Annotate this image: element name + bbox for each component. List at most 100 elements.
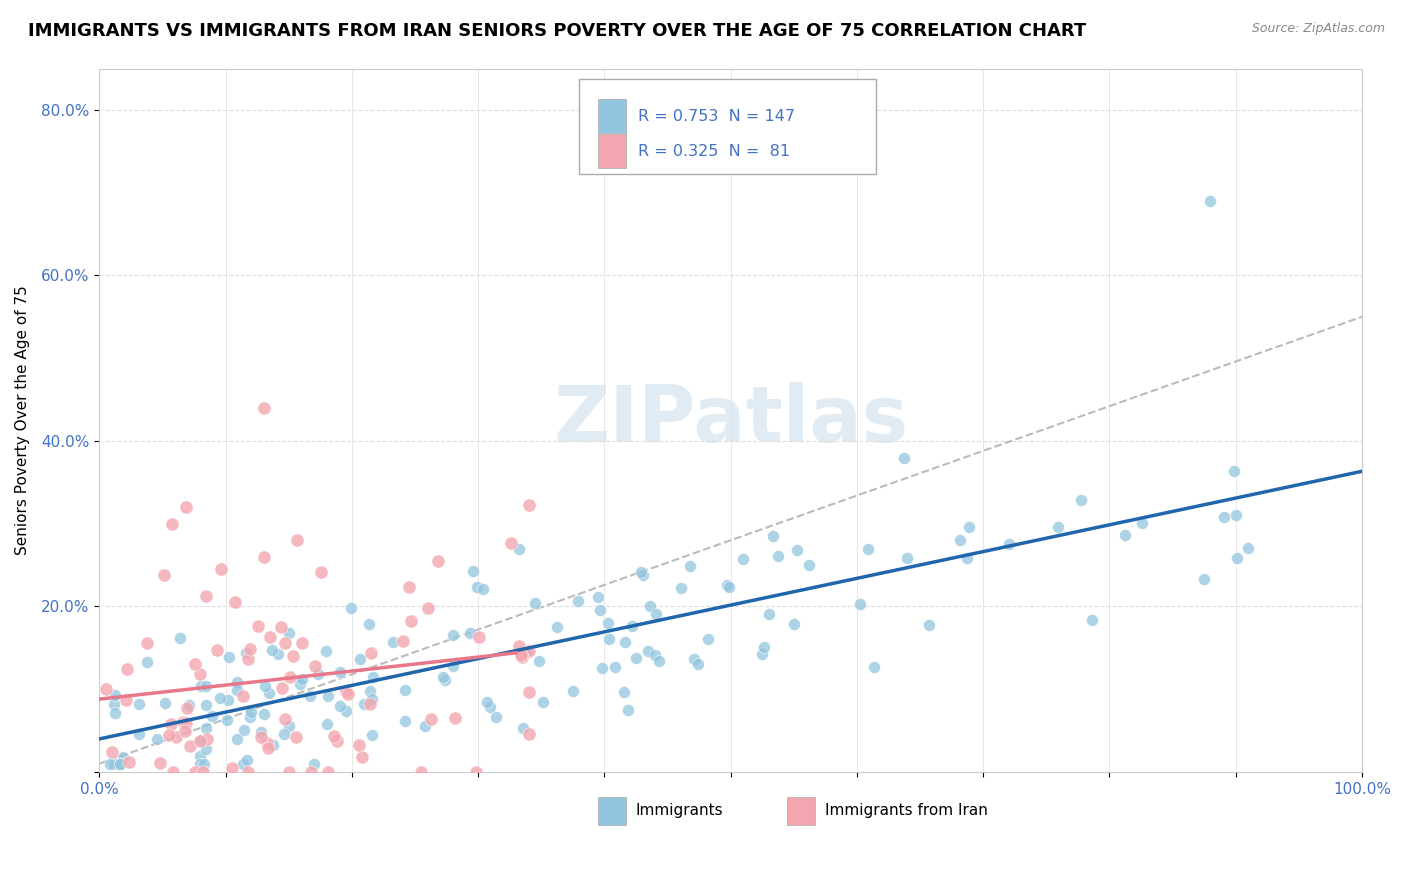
Point bbox=[352, 749, 374, 764]
Point bbox=[316, 716, 339, 731]
Point bbox=[444, 711, 467, 725]
Point bbox=[858, 542, 880, 557]
Point bbox=[285, 731, 308, 745]
Text: ZIPatlas: ZIPatlas bbox=[553, 383, 908, 458]
Point bbox=[510, 650, 533, 665]
Point bbox=[108, 756, 131, 771]
Point bbox=[246, 619, 269, 633]
Text: Immigrants: Immigrants bbox=[636, 803, 724, 818]
Point bbox=[329, 665, 352, 679]
Point bbox=[208, 691, 231, 706]
Point bbox=[253, 401, 276, 415]
Point bbox=[697, 632, 720, 646]
Point bbox=[153, 697, 176, 711]
FancyBboxPatch shape bbox=[598, 135, 626, 168]
Point bbox=[194, 721, 217, 735]
Point bbox=[353, 698, 375, 712]
Point bbox=[998, 537, 1021, 551]
Point bbox=[510, 648, 533, 662]
Point bbox=[733, 551, 755, 566]
Point bbox=[160, 516, 183, 531]
Point bbox=[135, 655, 157, 669]
Point bbox=[270, 620, 292, 634]
Point bbox=[361, 692, 384, 706]
Point bbox=[340, 601, 363, 615]
Point bbox=[273, 727, 295, 741]
Point bbox=[762, 529, 785, 543]
Point bbox=[501, 536, 523, 550]
Point bbox=[285, 533, 308, 548]
Point bbox=[256, 736, 278, 750]
Point bbox=[434, 673, 457, 687]
FancyBboxPatch shape bbox=[598, 797, 626, 825]
Point bbox=[188, 756, 211, 771]
Point bbox=[278, 626, 301, 640]
Point bbox=[517, 726, 540, 740]
Point bbox=[516, 644, 538, 658]
Point bbox=[291, 635, 314, 649]
Point bbox=[640, 599, 662, 614]
Point bbox=[254, 679, 277, 693]
Point bbox=[394, 714, 416, 729]
Point bbox=[240, 705, 263, 719]
Point bbox=[420, 712, 443, 726]
Point bbox=[896, 551, 918, 566]
Point bbox=[195, 732, 218, 747]
Point bbox=[1237, 541, 1260, 555]
Point bbox=[644, 648, 666, 663]
Point bbox=[603, 660, 626, 674]
Point bbox=[669, 582, 692, 596]
Point bbox=[631, 567, 654, 582]
Point bbox=[589, 603, 612, 617]
Point bbox=[316, 689, 339, 703]
Point bbox=[249, 730, 271, 744]
Point bbox=[508, 639, 530, 653]
Point bbox=[797, 558, 820, 573]
Point bbox=[688, 657, 710, 672]
Point bbox=[335, 704, 357, 718]
Point bbox=[562, 684, 585, 698]
Point bbox=[394, 683, 416, 698]
Point bbox=[232, 723, 254, 737]
Point bbox=[205, 643, 228, 657]
Point bbox=[392, 633, 415, 648]
Point bbox=[226, 674, 249, 689]
Point bbox=[98, 756, 121, 771]
Point bbox=[432, 670, 454, 684]
Point bbox=[249, 725, 271, 739]
Point bbox=[239, 710, 262, 724]
Point bbox=[567, 593, 589, 607]
Point bbox=[149, 756, 172, 771]
Point bbox=[751, 647, 773, 661]
Point bbox=[359, 616, 381, 631]
Point bbox=[160, 717, 183, 731]
Point bbox=[108, 756, 131, 771]
Point bbox=[1070, 493, 1092, 508]
Point bbox=[257, 686, 280, 700]
Point bbox=[458, 625, 481, 640]
Point bbox=[461, 564, 484, 578]
Point bbox=[190, 679, 212, 693]
Point bbox=[184, 657, 207, 671]
Point bbox=[94, 682, 117, 697]
Point bbox=[1226, 551, 1249, 566]
Point bbox=[179, 698, 201, 712]
Point bbox=[188, 733, 211, 747]
Point bbox=[256, 740, 278, 755]
Point bbox=[128, 697, 150, 711]
Point bbox=[307, 667, 329, 681]
Point bbox=[172, 715, 194, 730]
Point bbox=[274, 712, 297, 726]
Point bbox=[217, 693, 239, 707]
Point bbox=[260, 643, 283, 657]
Point bbox=[893, 451, 915, 466]
Point bbox=[517, 644, 540, 658]
Point bbox=[337, 688, 360, 702]
Point bbox=[201, 708, 224, 723]
Point bbox=[468, 631, 491, 645]
Point bbox=[118, 756, 141, 770]
Point bbox=[529, 654, 551, 668]
Point bbox=[613, 685, 636, 699]
Point bbox=[918, 617, 941, 632]
Point bbox=[381, 635, 404, 649]
